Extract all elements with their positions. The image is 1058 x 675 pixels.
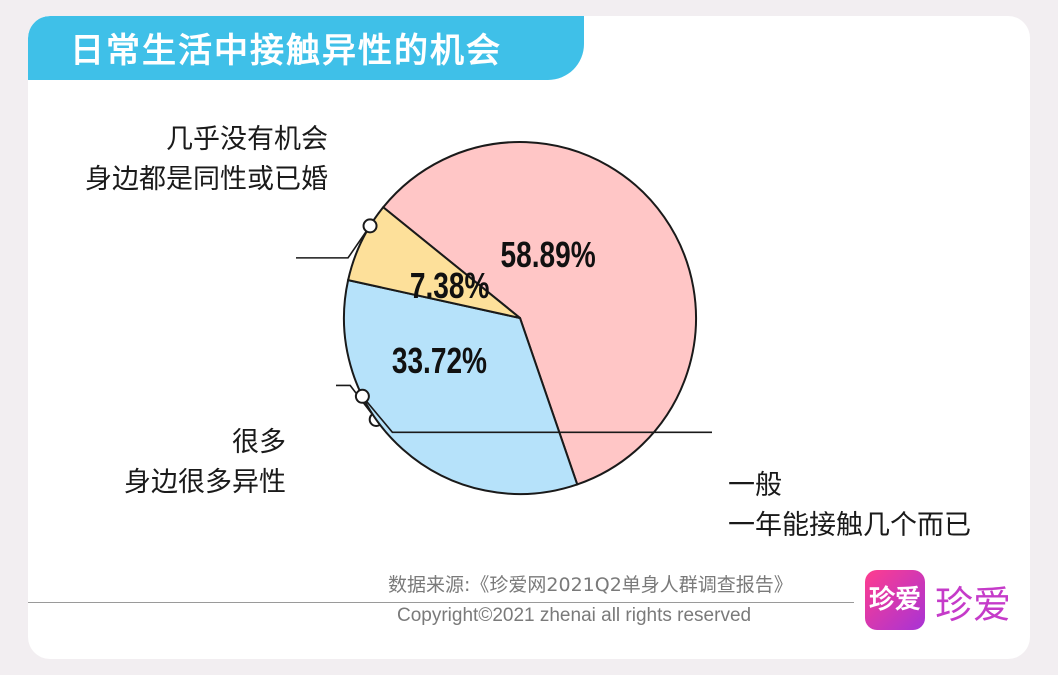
legend-general-line1: 一般 [728,470,782,501]
legend-rare-line2: 身边都是同性或已婚 [85,164,328,195]
data-label-general: 33.72% [392,341,487,381]
zhenai-logo-text: 珍爱 [935,583,1012,627]
chart-title: 日常生活中接触异性的机会 [70,31,502,71]
legend-general-line2: 一年能接触几个而已 [728,510,971,541]
pie-slice-many [346,205,521,319]
chart-card: 日常生活中接触异性的机会 [28,16,1030,659]
data-source: 数据来源:《珍爱网2021Q2单身人群调查报告》 [388,574,793,596]
leader-line-many [296,225,371,259]
title-bar: 日常生活中接触异性的机会 [28,16,584,80]
copyright-text: Copyright©2021 zhenai all rights reserve… [397,605,752,626]
legend-rare-line1: 几乎没有机会 [166,124,328,155]
pie-slice-general [343,278,579,495]
leader-dot-general [354,388,370,404]
legend-many-line2: 身边很多异性 [124,467,286,498]
legend-many-line1: 很多 [232,427,286,458]
footer-divider [28,602,854,603]
data-label-many: 7.38% [410,266,490,306]
leader-dot-many [362,218,378,234]
data-label-rare: 58.89% [501,235,596,275]
zhenai-logo-icon: 珍爱 [865,570,925,630]
leader-line-rare [336,384,377,420]
leader-line-general [361,395,712,434]
